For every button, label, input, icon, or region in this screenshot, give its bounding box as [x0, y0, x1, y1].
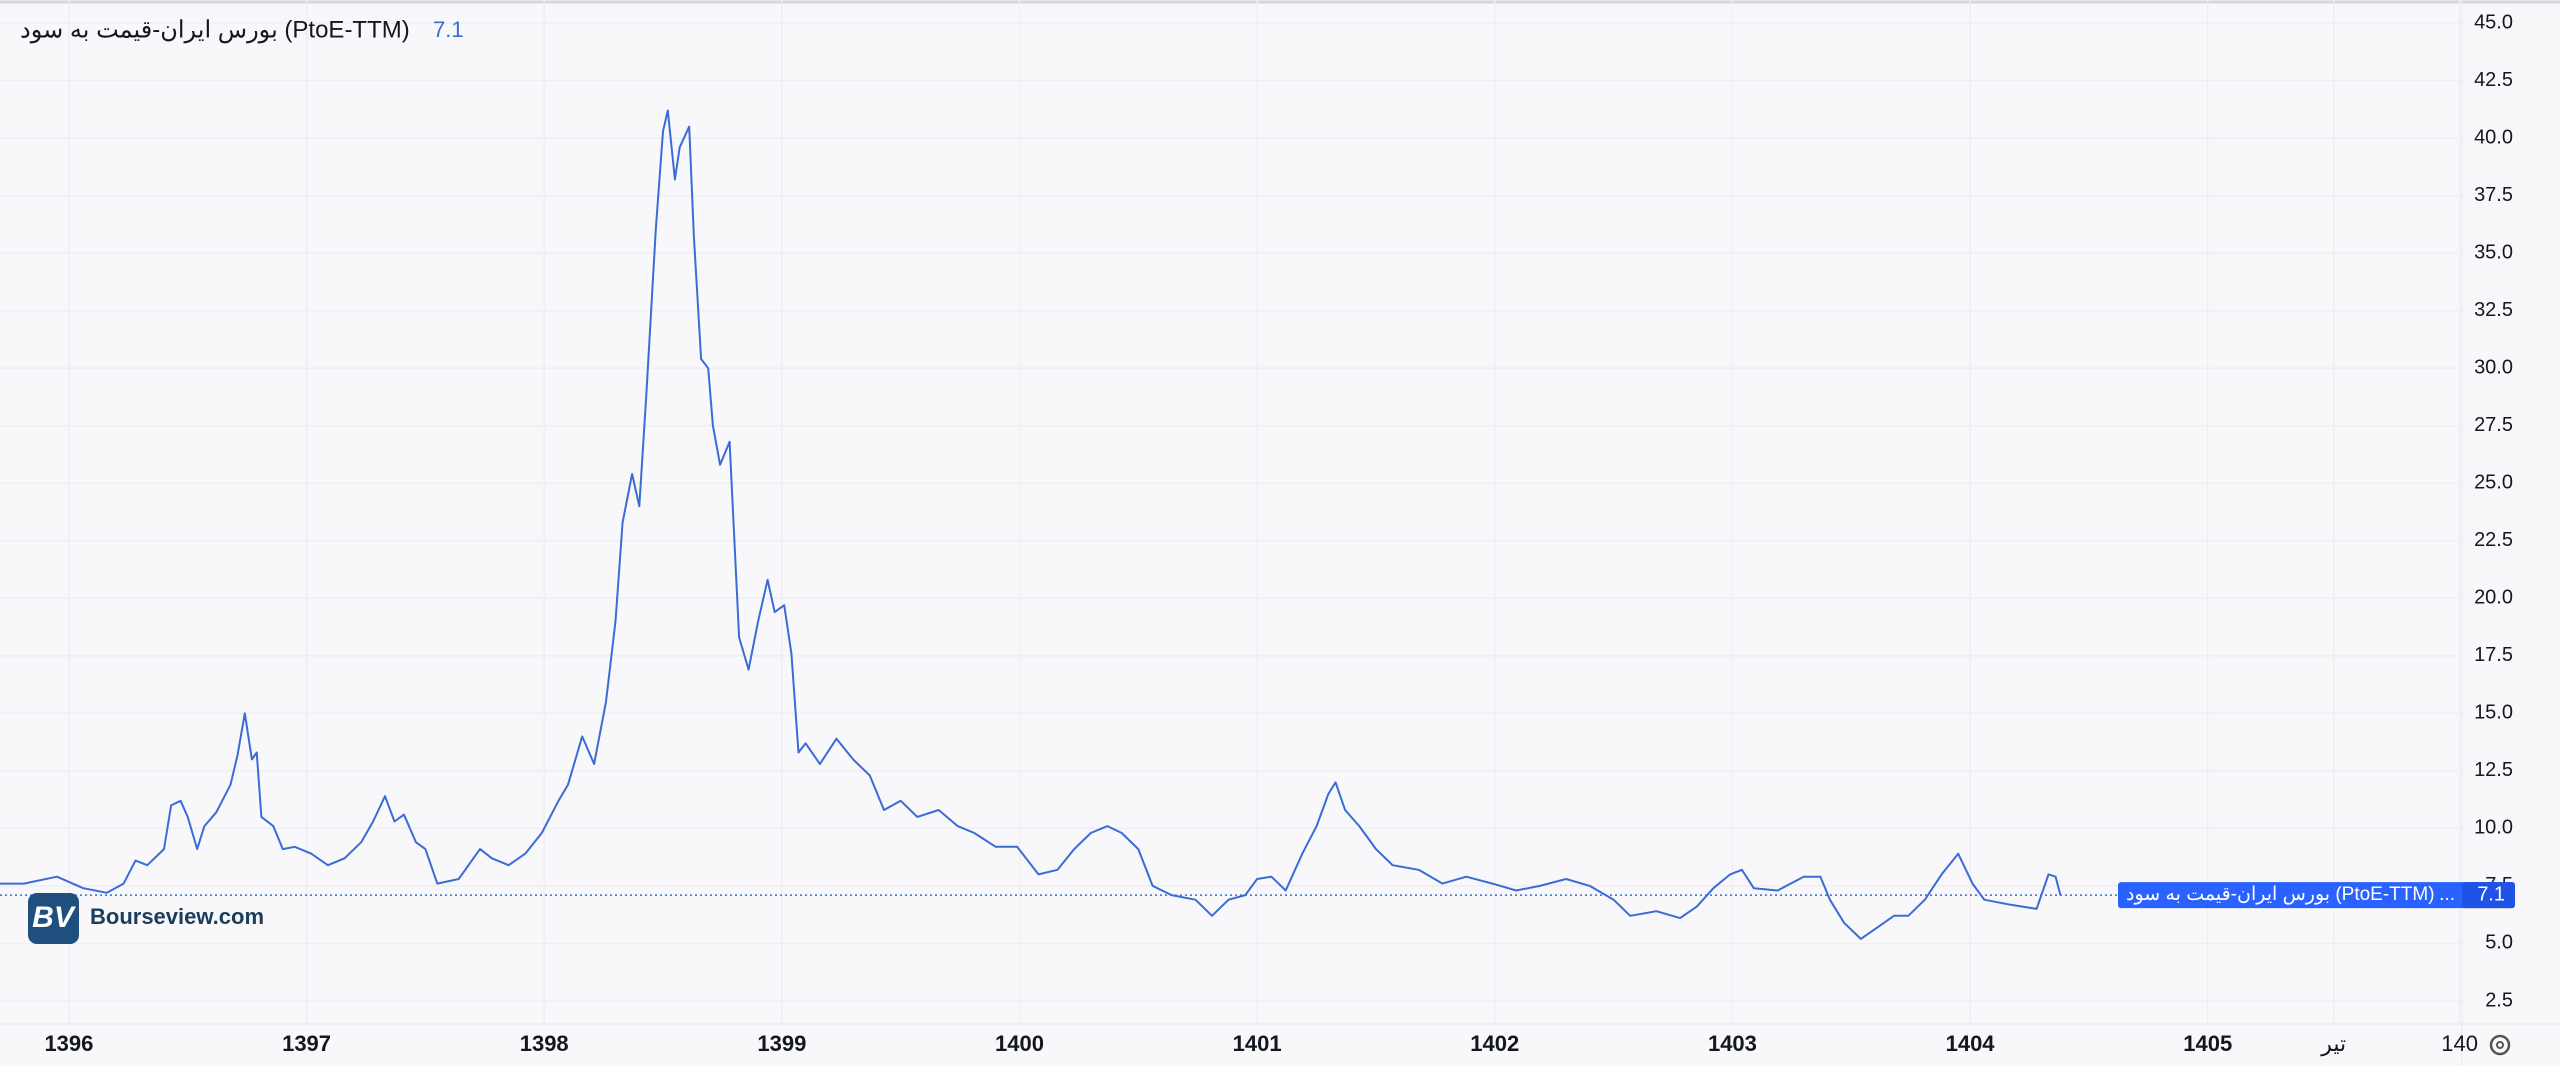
y-tick-label: 2.5	[2485, 989, 2513, 1011]
y-tick-label: 27.5	[2474, 414, 2513, 436]
y-tick-label: 17.5	[2474, 644, 2513, 666]
x-tick-label: 1403	[1708, 1031, 1757, 1056]
chart-title: بورس ایران-قیمت به سود (PtoE-TTM)	[20, 16, 410, 43]
y-tick-label: 25.0	[2474, 472, 2513, 494]
settings-button[interactable]	[2489, 1034, 2511, 1056]
x-tick-label: 140	[2441, 1031, 2478, 1056]
x-tick-label: تیر	[2320, 1031, 2346, 1057]
plot	[0, 109, 2462, 940]
y-tick-label: 22.5	[2474, 529, 2513, 551]
price-label-name: بورس ایران-قیمت به سود (PtoE-TTM)	[2126, 884, 2435, 905]
y-tick-label: 5.0	[2485, 932, 2513, 954]
series-line	[0, 109, 2062, 940]
x-tick-label: 1396	[44, 1031, 93, 1056]
y-tick-label: 45.0	[2474, 11, 2513, 33]
x-tick-label: 1397	[282, 1031, 331, 1056]
x-tick-label: 1405	[2183, 1031, 2232, 1056]
legend-value: 7.1	[433, 17, 464, 42]
x-tick-label: 1399	[757, 1031, 806, 1056]
logo-box	[28, 893, 79, 944]
y-tick-label: 40.0	[2474, 126, 2513, 148]
price-label-overflow: ...	[2439, 884, 2455, 905]
x-tick-label: 1398	[520, 1031, 569, 1056]
x-tick-label: 1400	[995, 1031, 1044, 1056]
y-tick-label: 37.5	[2474, 184, 2513, 206]
y-tick-label: 35.0	[2474, 241, 2513, 263]
x-tick-label: 1401	[1233, 1031, 1282, 1056]
y-tick-label: 10.0	[2474, 817, 2513, 839]
price-value-box	[2462, 882, 2515, 909]
gear-center[interactable]	[2496, 1041, 2504, 1049]
logo-text: BV	[32, 901, 77, 934]
y-tick-label: 30.0	[2474, 356, 2513, 378]
y-tick-label: 32.5	[2474, 299, 2513, 321]
y-tick-label: 12.5	[2474, 759, 2513, 781]
x-tick-label: 1404	[1946, 1031, 1996, 1056]
watermark: BV Bourseview.com	[28, 893, 264, 944]
price-label-box	[2118, 882, 2515, 909]
y-tick-label: 15.0	[2474, 702, 2513, 724]
grid	[0, 0, 2462, 1024]
gear-icon[interactable]	[2489, 1034, 2511, 1056]
watermark-text: Bourseview.com	[90, 904, 264, 929]
y-tick-label: 42.5	[2474, 69, 2513, 91]
price-label-value: 7.1	[2477, 883, 2505, 905]
y-tick-label: 20.0	[2474, 587, 2513, 609]
x-tick-label: 1402	[1470, 1031, 1519, 1056]
